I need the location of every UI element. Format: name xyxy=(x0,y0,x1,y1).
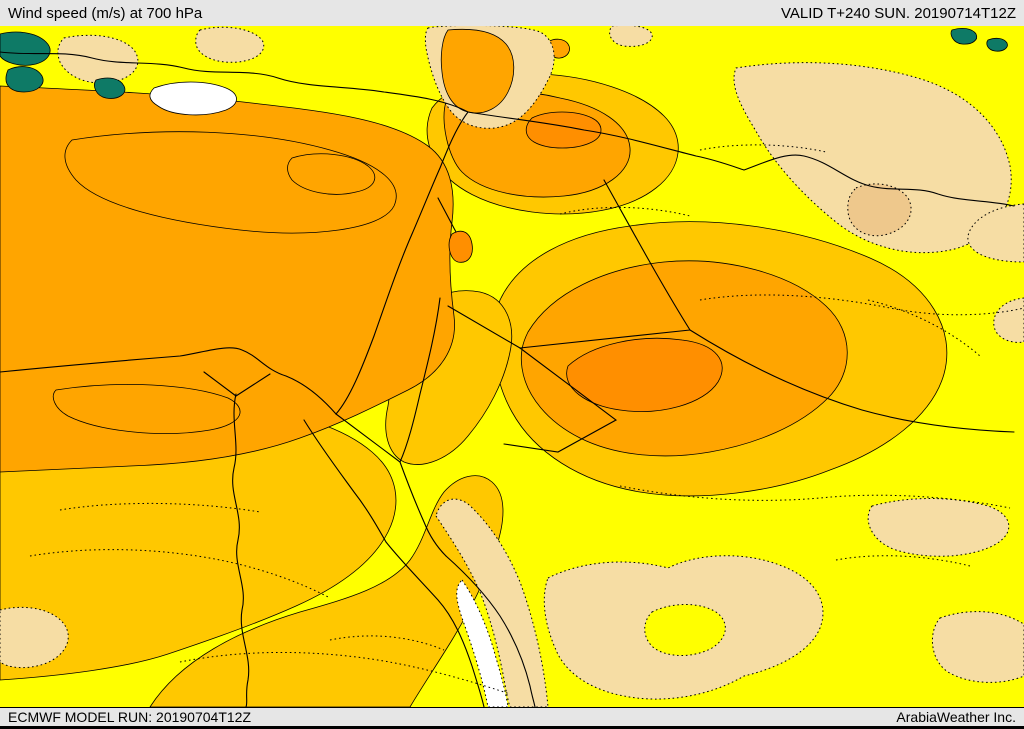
nile-river xyxy=(232,393,250,708)
cream-region-top-small xyxy=(609,24,653,47)
jordan-valley-line xyxy=(399,297,441,463)
cream-region-bottom-left xyxy=(0,606,69,669)
cream-region-top-left-2 xyxy=(195,26,265,63)
teal-speck-3 xyxy=(94,77,126,99)
wind-band-dark-orange-layer xyxy=(448,111,723,412)
tan-region-inner xyxy=(847,183,912,237)
dotted-line xyxy=(59,502,261,513)
model-run-label: ECMWF MODEL RUN: 20190704T12Z xyxy=(8,709,251,725)
turkey-syria-border xyxy=(467,111,1015,207)
cream-region-right-edge-low xyxy=(993,297,1024,343)
syria-jordan-border xyxy=(447,305,521,349)
dotted-line xyxy=(867,299,981,357)
lebanon-border xyxy=(437,197,457,233)
gulf-of-suez-coast xyxy=(303,419,387,543)
dotted-line xyxy=(835,555,971,567)
cream-region-top-right xyxy=(733,62,1012,254)
egypt-israel-border xyxy=(335,413,401,463)
orange-region-mediterranean-egypt xyxy=(0,85,455,473)
teal-speck-1 xyxy=(0,31,51,66)
gulf-of-aqaba-coast xyxy=(399,461,447,557)
inner-contour-1 xyxy=(64,131,397,234)
cream-region-right-edge-mid xyxy=(967,203,1024,263)
iraq-jordan-border xyxy=(519,329,691,349)
gold-region-sinai-redsea xyxy=(149,475,504,708)
map-title: Wind speed (m/s) at 700 hPa xyxy=(8,4,203,22)
valid-time-label: VALID T+240 SUN. 20190714T12Z xyxy=(780,4,1016,22)
inner-contour-3 xyxy=(52,384,241,434)
cream-region-bottom-right-2 xyxy=(931,611,1024,683)
dotted-line xyxy=(699,294,1024,316)
header-bar: Wind speed (m/s) at 700 hPa VALID T+240 … xyxy=(0,0,1024,26)
orange-region-top-center-core xyxy=(440,28,515,114)
teal-speck-4 xyxy=(950,27,978,45)
geography-lines xyxy=(0,51,1015,708)
red-sea-west-shore xyxy=(385,541,485,708)
dark-orange-core-saudi xyxy=(566,337,723,412)
white-region-cyprus xyxy=(149,81,237,116)
nile-delta xyxy=(203,371,271,397)
yellow-hole-in-cream xyxy=(644,604,726,656)
teal-speck-2 xyxy=(5,66,44,93)
dotted-line xyxy=(29,549,331,599)
syria-iraq-border xyxy=(603,179,691,331)
footer-bar: ECMWF MODEL RUN: 20190704T12Z ArabiaWeat… xyxy=(0,707,1024,729)
dotted-line xyxy=(699,144,827,153)
jordan-saudi-border xyxy=(503,347,618,453)
dotted-line xyxy=(559,206,691,217)
mediterranean-coastline xyxy=(0,51,469,415)
attribution-label: ArabiaWeather Inc. xyxy=(896,709,1016,725)
dark-orange-core-damascus xyxy=(448,230,473,263)
wind-band-cream-layer xyxy=(0,24,1024,708)
teal-speck-5 xyxy=(986,37,1008,52)
inner-contour-2 xyxy=(287,153,376,195)
iraq-saudi-border xyxy=(689,329,1015,433)
red-sea-east-shore xyxy=(445,555,536,708)
dotted-contour-lines xyxy=(29,144,1024,695)
wind-band-teal-layer xyxy=(0,27,1008,99)
dark-orange-core-syria xyxy=(525,111,602,149)
